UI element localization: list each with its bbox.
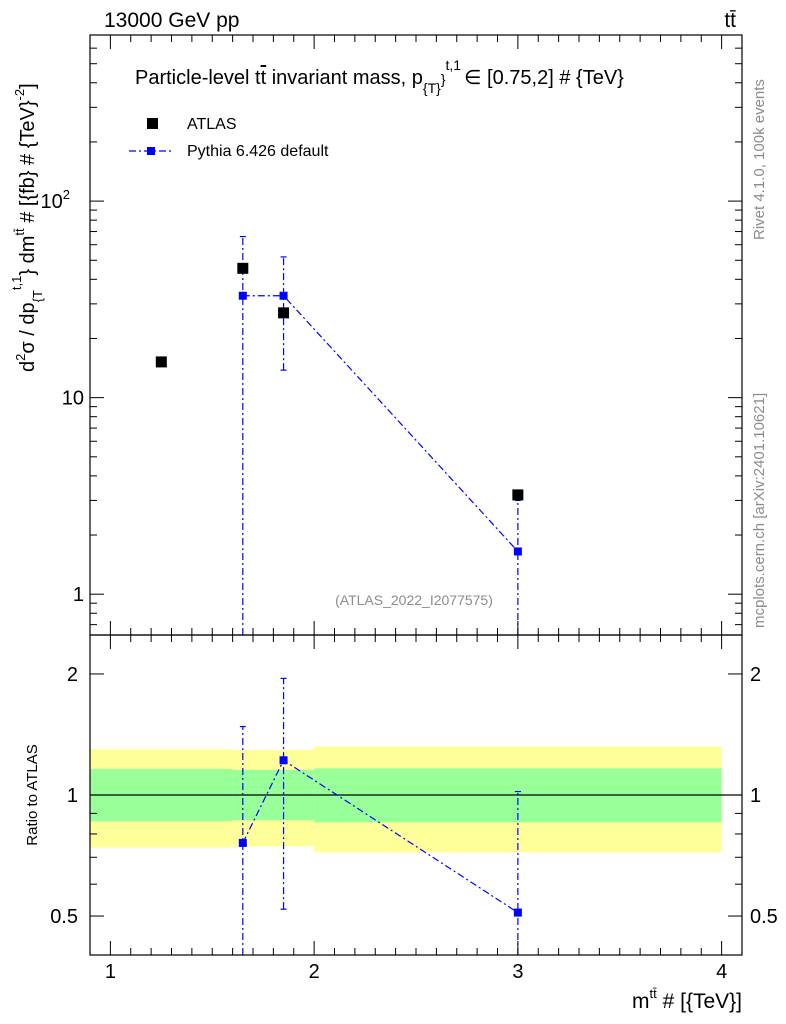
ratio-y-tick-label-left: 2 — [67, 664, 78, 686]
ratio-panel: 0.5 0.5 1 1 2 2 1 2 3 4 Ratio to ATLAS mtt̄ # [{T… — [24, 634, 778, 1013]
analysis-watermark: (ATLAS_2022_I2077575) — [335, 592, 493, 608]
pythia-point — [279, 291, 288, 300]
ylabel-a: d — [17, 361, 39, 372]
ylabel-a-sup: 2 — [13, 354, 28, 361]
ylabel-e: ] — [17, 83, 39, 89]
ylabel-d: # [{fb} # {TeV} — [17, 100, 39, 228]
xlabel-rest: # [{TeV}] — [657, 990, 742, 1013]
legend-label-pythia: Pythia 6.426 default — [187, 143, 329, 160]
main-panel: 1 10 102 Particle-level tt invariant mass,… — [9, 34, 743, 636]
title-part-end: ∈ [0.75,2] # {TeV} — [464, 67, 624, 89]
title-part-main: Particle-level t — [135, 67, 261, 89]
legend: ATLAS Pythia 6.426 default — [129, 116, 329, 160]
ratio-plot-area — [90, 677, 742, 955]
ratio-y-tick-label-right: 1 — [750, 785, 761, 807]
xlabel-main: m — [632, 990, 650, 1013]
title-sub: {T} — [423, 80, 441, 96]
title-part-mid: invariant mass, p — [266, 67, 423, 89]
x-tick-label: 3 — [512, 961, 523, 983]
ratio-pythia-point — [513, 908, 522, 917]
ylabel-b-sub: {T — [30, 290, 45, 302]
main-y-tick-label: 10 — [62, 388, 84, 410]
x-tick-label: 1 — [105, 961, 116, 983]
main-y-axis-label: d2σ / dp{T t,1} dmtt̄ # [{fb} # {TeV}-2] — [9, 83, 45, 372]
main-y-tick-label: 1 — [73, 584, 84, 606]
main-plot-area — [155, 235, 524, 635]
title-close-brace: } — [441, 71, 446, 87]
ratio-pythia-point — [279, 756, 288, 765]
title-sup: t,1 — [446, 57, 462, 73]
ratio-y-tick-label-left: 0.5 — [50, 906, 78, 928]
ratio-y-tick-label-right: 0.5 — [750, 906, 778, 928]
xlabel-sup: tt̄ — [650, 986, 658, 1001]
rivet-version-label: Rivet 4.1.0, 100k events — [751, 79, 768, 240]
main-axes: 1 10 102 — [41, 34, 742, 635]
ylabel-c-sup: tt̄ — [12, 228, 27, 236]
legend-marker-atlas — [147, 118, 158, 129]
x-axis-label: mtt̄ # [{TeV}] — [632, 986, 742, 1013]
process-label: tt̄ — [724, 9, 736, 32]
atlas-point — [155, 356, 167, 368]
chart-title: Particle-level tt invariant mass, p{T}}t… — [135, 57, 624, 96]
atlas-point — [278, 307, 290, 319]
ratio-y-tick-label-right: 2 — [750, 664, 761, 686]
ratio-y-tick-label-left: 1 — [67, 785, 78, 807]
main-y-tick-label: 102 — [41, 187, 70, 213]
ratio-axes: 0.5 0.5 1 1 2 2 1 2 3 4 — [50, 635, 778, 983]
x-tick-label: 2 — [309, 961, 320, 983]
source-label: mcplots.cern.ch [arXiv:2401.10621] — [751, 393, 768, 628]
ylabel-c: } dm — [17, 236, 39, 276]
legend-marker-pythia — [147, 147, 155, 155]
x-tick-label: 4 — [716, 961, 727, 983]
legend-label-atlas: ATLAS — [187, 116, 237, 133]
title-tbar: t — [261, 67, 267, 89]
ylabel-b: σ / dp — [17, 302, 39, 353]
energy-label: 13000 GeV pp — [104, 9, 239, 32]
ratio-pythia-point — [238, 838, 247, 847]
ylabel-d-sup: -2 — [12, 89, 27, 101]
pythia-point — [513, 547, 522, 556]
ratio-y-axis-label: Ratio to ATLAS — [24, 744, 41, 845]
pythia-point — [238, 291, 247, 300]
atlas-point — [512, 489, 524, 501]
ylabel-b-sup: t,1 — [9, 276, 24, 290]
atlas-point — [237, 262, 249, 274]
